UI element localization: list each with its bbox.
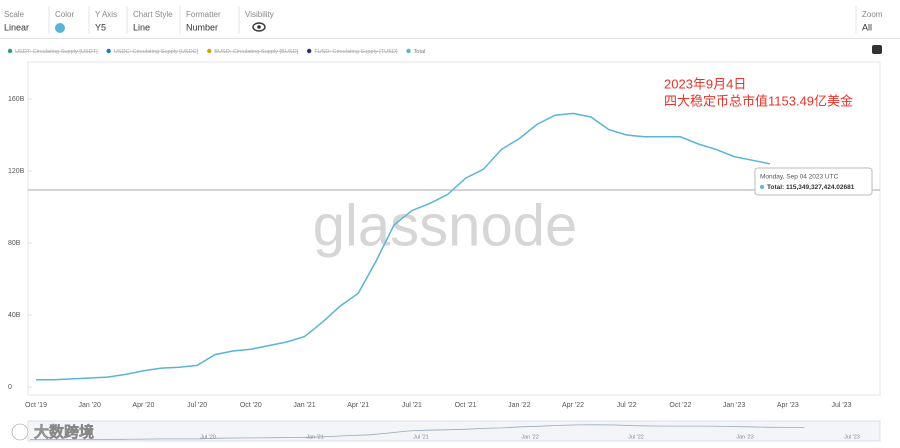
tooltip-marker bbox=[760, 185, 764, 189]
visibility-icon[interactable] bbox=[252, 22, 266, 32]
annotation: 四大稳定币总市值1153.49亿美金 bbox=[664, 93, 853, 108]
x-tick-label: Jan '21 bbox=[293, 402, 315, 409]
x-tick-label: Apr '21 bbox=[347, 402, 369, 409]
tooltip-date: Monday, Sep 04 2023 UTC bbox=[760, 174, 839, 181]
visibility-pupil bbox=[257, 25, 261, 29]
x-tick-label: Apr '23 bbox=[777, 402, 799, 409]
y-tick-label: 120B bbox=[8, 168, 25, 175]
legend-entry[interactable]: TUSD: Circulating Supply [TUSD] bbox=[314, 49, 398, 55]
x-tick-label: Jan '20 bbox=[79, 402, 101, 409]
navigator-line bbox=[30, 424, 805, 440]
camera-icon[interactable] bbox=[872, 45, 882, 54]
x-tick-label: Apr '20 bbox=[132, 402, 154, 409]
navigator-label: Jul '21 bbox=[413, 434, 429, 440]
navigator-label: Jan '23 bbox=[736, 434, 754, 440]
x-tick-label: Apr '22 bbox=[562, 402, 584, 409]
toolbar-value[interactable]: Number bbox=[186, 22, 218, 32]
legend-marker bbox=[106, 48, 111, 54]
legend-entry[interactable]: USDC: Circulating Supply [USDC] bbox=[114, 49, 199, 55]
toolbar-label: Color bbox=[55, 10, 74, 19]
navigator-label: Jul '23 bbox=[844, 434, 860, 440]
navigator-label: Jan '22 bbox=[521, 434, 539, 440]
toolbar-value[interactable]: Linear bbox=[4, 22, 29, 32]
legend-entry[interactable]: Total bbox=[414, 49, 426, 55]
tooltip-box bbox=[754, 167, 873, 196]
x-tick-label: Oct '22 bbox=[669, 402, 691, 409]
tooltip-value: Total: 115,349,327,424.02681 bbox=[767, 184, 855, 191]
x-tick-label: Oct '21 bbox=[455, 402, 477, 409]
toolbar-label: Formatter bbox=[186, 10, 221, 19]
brand-text: 大数跨境 bbox=[34, 423, 94, 441]
x-tick-label: Oct '20 bbox=[240, 402, 262, 409]
watermark: glassnode bbox=[313, 193, 577, 258]
toolbar-value[interactable]: All bbox=[862, 22, 872, 32]
x-tick-label: Jul '21 bbox=[402, 402, 422, 409]
brand-logo-outline bbox=[11, 423, 29, 441]
toolbar-label: Chart Style bbox=[133, 10, 173, 19]
legend-marker bbox=[306, 48, 312, 54]
toolbar-label: Scale bbox=[4, 10, 25, 19]
x-tick-label: Jan '22 bbox=[508, 402, 530, 409]
legend-entry[interactable]: USDT: Circulating Supply [USDT] bbox=[15, 49, 98, 55]
x-tick-label: Jan '23 bbox=[723, 402, 745, 409]
legend-marker bbox=[406, 48, 411, 54]
x-tick-label: Jul '23 bbox=[831, 402, 851, 409]
navigator-label: Jul '20 bbox=[200, 434, 216, 440]
annotation: 2023年9月4日 bbox=[664, 76, 746, 91]
toolbar-value[interactable]: Line bbox=[133, 22, 150, 32]
y-tick-label: 160B bbox=[8, 96, 25, 103]
legend-marker bbox=[207, 48, 212, 54]
x-tick-label: Jul '20 bbox=[187, 402, 207, 409]
navigator-label: Jan '21 bbox=[306, 434, 324, 440]
legend-marker bbox=[7, 48, 13, 54]
navigator-label: Jul '22 bbox=[628, 434, 644, 440]
series-line bbox=[36, 112, 771, 381]
y-tick-label: 40B bbox=[8, 312, 21, 319]
legend-entry[interactable]: BUSD: Circulating Supply [BUSD] bbox=[214, 49, 298, 55]
toolbar-label: Zoom bbox=[862, 10, 883, 19]
plot-frame bbox=[27, 61, 881, 396]
toolbar-value[interactable]: Y5 bbox=[95, 22, 106, 32]
toolbar-label: Visibility bbox=[245, 10, 274, 19]
color-swatch[interactable] bbox=[55, 23, 65, 33]
toolbar-label: Y Axis bbox=[95, 10, 117, 19]
y-tick-label: 0 bbox=[8, 384, 12, 391]
x-tick-label: Jul '22 bbox=[617, 402, 637, 409]
x-tick-label: Oct '19 bbox=[25, 402, 47, 409]
y-tick-label: 80B bbox=[8, 240, 21, 247]
